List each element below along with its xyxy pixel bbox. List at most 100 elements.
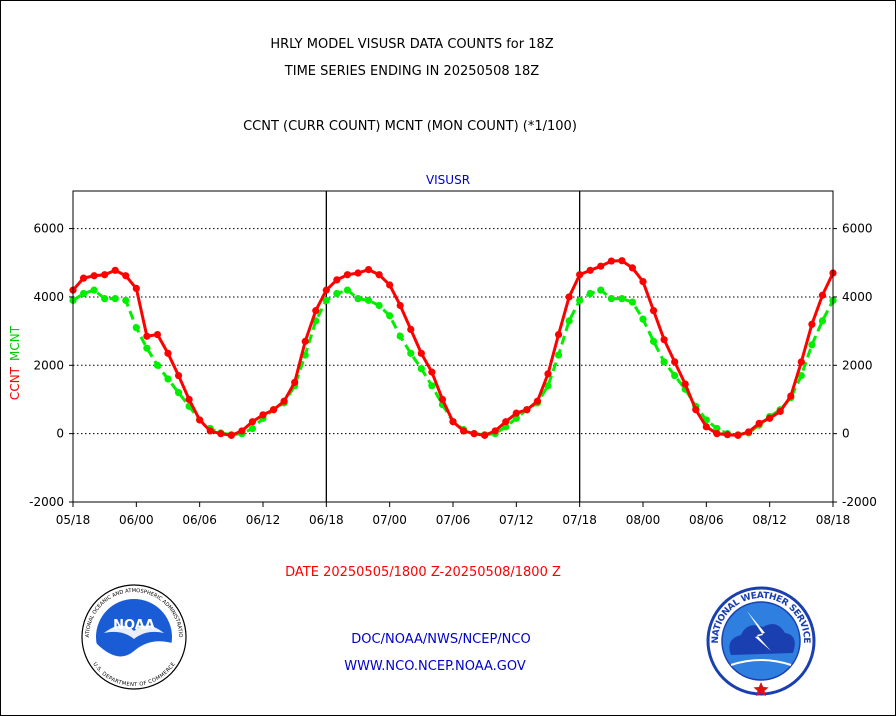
data-point-mcnt <box>639 315 647 323</box>
data-point-mcnt <box>364 296 373 304</box>
data-point-ccnt <box>343 271 352 279</box>
data-point-ccnt <box>312 307 320 315</box>
data-point-ccnt <box>143 332 151 340</box>
data-point-mcnt <box>375 301 383 310</box>
data-point-ccnt <box>776 407 784 416</box>
data-point-ccnt <box>291 378 299 386</box>
x-tick-label: 07/00 <box>372 513 407 527</box>
data-point-ccnt <box>512 409 520 417</box>
y-axis-label-ccnt: CCNT <box>8 366 22 400</box>
data-point-ccnt <box>523 406 531 414</box>
data-point-mcnt <box>628 298 637 306</box>
data-point-mcnt <box>343 286 352 294</box>
x-tick-label: 06/12 <box>246 513 281 527</box>
data-point-ccnt <box>248 418 257 426</box>
data-point-ccnt <box>259 411 267 419</box>
data-point-ccnt <box>407 325 415 334</box>
noaa-logo-center-text: NOAA <box>113 618 155 633</box>
data-point-ccnt <box>375 271 383 279</box>
plot-area-border <box>72 190 834 503</box>
data-point-mcnt <box>713 424 721 433</box>
y-tick-label-right: -2000 <box>842 495 877 509</box>
x-tick-label: 07/18 <box>562 513 597 527</box>
data-point-mcnt <box>164 375 172 383</box>
data-point-mcnt <box>153 361 162 369</box>
data-point-ccnt <box>227 431 235 439</box>
data-point-mcnt <box>111 295 119 303</box>
data-point-ccnt <box>470 430 478 438</box>
y-tick-label-left: -2000 <box>29 495 64 509</box>
data-point-ccnt <box>185 395 193 404</box>
nws-star-icon <box>753 682 769 697</box>
data-point-ccnt <box>153 330 162 339</box>
data-point-mcnt <box>554 351 563 359</box>
noaa-bird-shape <box>96 641 172 681</box>
data-point-ccnt <box>649 307 658 315</box>
data-point-ccnt <box>628 264 637 272</box>
data-point-ccnt <box>607 257 615 265</box>
data-point-ccnt <box>206 427 214 435</box>
data-point-mcnt <box>671 371 679 380</box>
nws-cloud-icon <box>729 624 795 655</box>
y-tick-label-right: 4000 <box>842 290 873 304</box>
data-point-ccnt <box>174 371 183 380</box>
series-layer <box>69 257 837 439</box>
data-point-mcnt <box>354 295 362 303</box>
data-point-ccnt <box>491 427 499 435</box>
data-point-ccnt <box>808 320 816 328</box>
data-point-ccnt <box>597 262 605 270</box>
data-point-mcnt <box>818 317 827 325</box>
chart-header-line3: CCNT (CURR COUNT) MCNT (MON COUNT) (*1/1… <box>243 119 577 134</box>
data-point-ccnt <box>301 337 309 345</box>
data-point-mcnt <box>618 295 626 303</box>
x-tick-label: 06/06 <box>182 513 217 527</box>
data-point-ccnt <box>586 266 594 274</box>
data-point-ccnt <box>459 427 468 435</box>
data-point-ccnt <box>818 291 827 299</box>
data-point-ccnt <box>122 272 130 280</box>
data-point-ccnt <box>681 380 689 388</box>
data-point-ccnt <box>333 276 341 284</box>
y-tick-label-right: 2000 <box>842 358 873 372</box>
data-point-mcnt <box>407 349 415 357</box>
data-point-ccnt <box>396 301 404 310</box>
data-point-ccnt <box>702 423 710 431</box>
y-tick-label-left: 2000 <box>33 358 64 372</box>
data-point-mcnt <box>132 324 140 332</box>
plot-title: VISUSR <box>426 173 470 187</box>
data-point-ccnt <box>554 330 563 339</box>
data-point-mcnt <box>428 382 436 390</box>
data-point-ccnt <box>428 368 436 376</box>
y-tick-label-left: 0 <box>56 427 64 441</box>
data-point-ccnt <box>111 266 119 274</box>
data-point-ccnt <box>364 266 373 274</box>
website-link[interactable]: WWW.NCO.NCEP.NOAA.GOV <box>344 659 526 674</box>
data-point-mcnt <box>322 296 330 304</box>
noaa-gull-icon <box>104 625 164 639</box>
data-point-mcnt <box>333 289 341 298</box>
data-point-ccnt <box>533 397 542 405</box>
data-point-ccnt <box>269 406 278 414</box>
data-point-mcnt <box>649 337 658 345</box>
data-point-mcnt <box>597 286 605 294</box>
data-point-mcnt <box>90 286 98 294</box>
data-point-ccnt <box>618 257 626 265</box>
data-point-ccnt <box>217 430 225 438</box>
data-point-mcnt <box>808 341 816 349</box>
nws-wave-icon <box>730 659 792 666</box>
x-tick-label: 08/12 <box>752 513 787 527</box>
data-point-ccnt <box>502 418 510 426</box>
y-axis-label: CCNT MCNT <box>8 325 22 400</box>
x-tick-label: 07/06 <box>436 513 471 527</box>
data-point-mcnt <box>660 358 668 366</box>
data-point-mcnt <box>248 424 257 433</box>
data-point-ccnt <box>238 427 246 435</box>
data-point-ccnt <box>787 392 795 400</box>
y-axis-left: 6000 4000 2000 0 -2000 <box>29 222 73 509</box>
data-point-mcnt <box>576 296 584 304</box>
data-point-ccnt <box>417 349 425 357</box>
data-point-mcnt <box>174 389 183 397</box>
x-tick-label: 08/06 <box>689 513 724 527</box>
data-point-ccnt <box>660 336 668 344</box>
